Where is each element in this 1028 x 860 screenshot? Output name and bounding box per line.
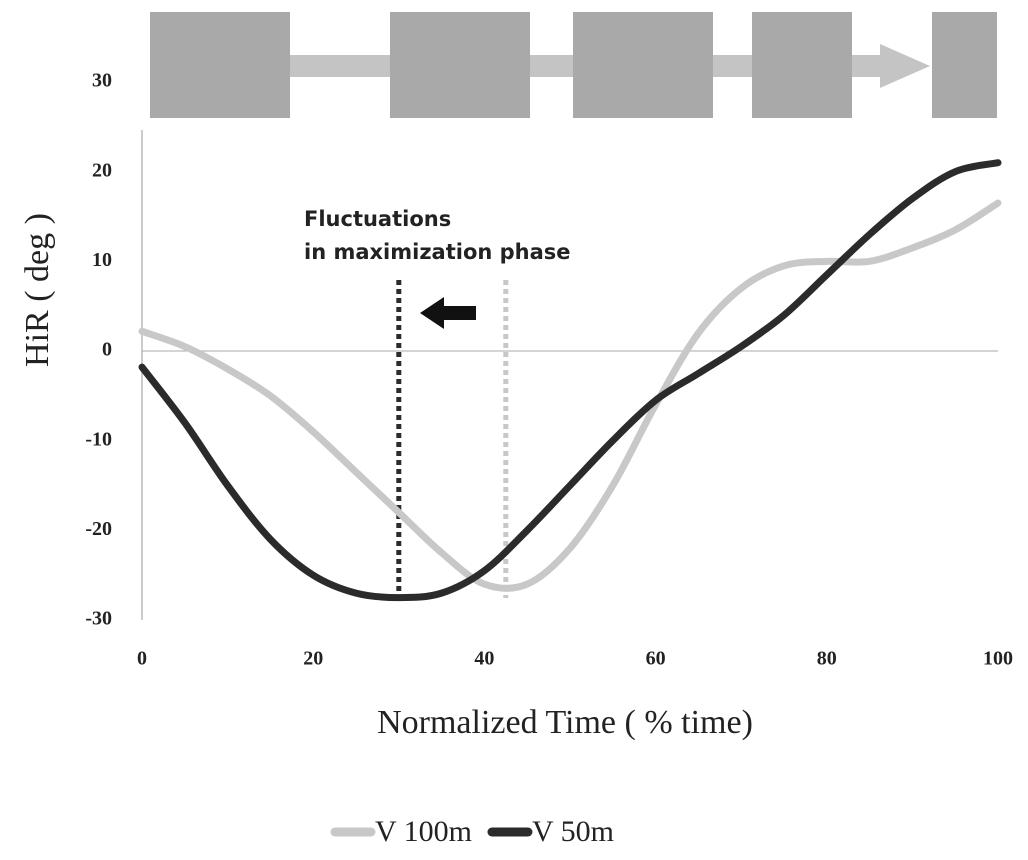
progress-arrowhead — [880, 44, 930, 88]
y-tick-label: -20 — [85, 518, 112, 540]
x-tick-label: 20 — [303, 648, 323, 670]
shift-arrow — [420, 297, 476, 329]
x-tick-label: 0 — [137, 648, 147, 670]
photo-strip — [150, 12, 997, 118]
x-tick-label: 60 — [646, 648, 666, 670]
legend-label: V 100m — [375, 815, 472, 848]
annotation: Fluctuations — [304, 207, 451, 231]
series-line — [138, 159, 1002, 602]
y-tick-label: -10 — [85, 428, 112, 450]
y-axis-label: HiR ( deg ) — [19, 213, 56, 367]
x-tick-label: 40 — [474, 648, 494, 670]
y-tick-label: 0 — [102, 339, 112, 361]
photo — [932, 12, 997, 118]
x-tick-label: 100 — [983, 648, 1013, 670]
x-axis-label: Normalized Time ( % time) — [377, 704, 753, 741]
y-tick-label: -30 — [85, 608, 112, 630]
legend-label: V 50m — [532, 815, 614, 848]
photo — [390, 12, 530, 118]
y-tick-label: 30 — [92, 70, 112, 92]
x-tick-label: 80 — [817, 648, 837, 670]
series-line — [138, 199, 1002, 592]
y-tick-label: 20 — [92, 159, 112, 181]
photo — [752, 12, 852, 118]
annotation: in maximization phase — [304, 240, 571, 264]
photo — [150, 12, 290, 118]
photo — [573, 12, 713, 118]
y-tick-label: 10 — [92, 249, 112, 271]
